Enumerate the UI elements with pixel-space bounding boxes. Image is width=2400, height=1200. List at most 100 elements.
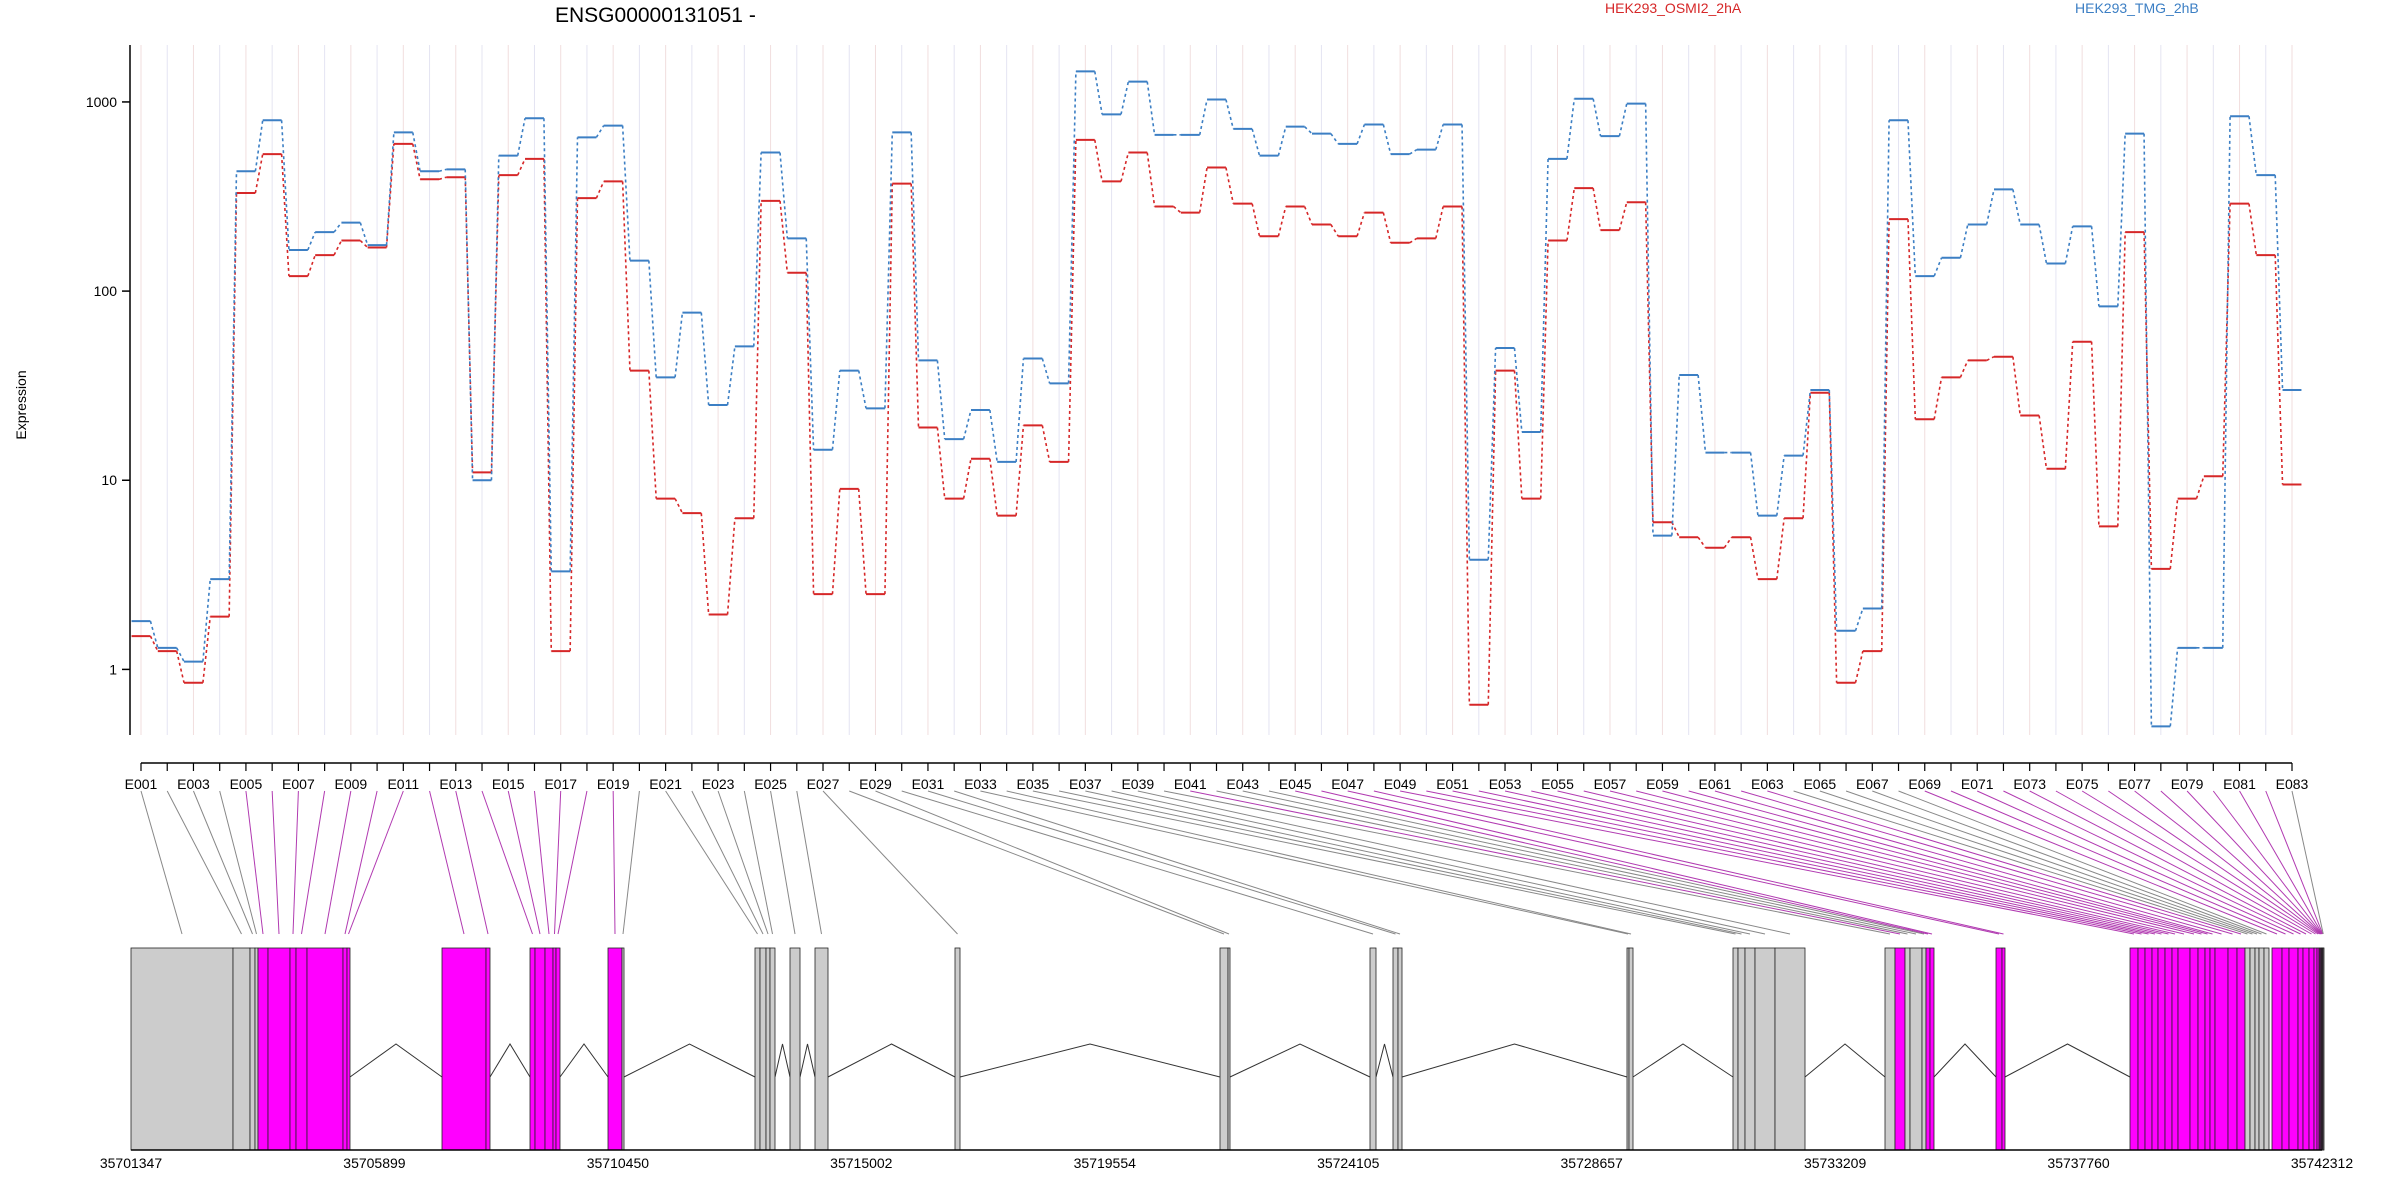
exon-block bbox=[754, 947, 761, 1151]
intron-link bbox=[1229, 1043, 1371, 1078]
exon-block bbox=[2236, 947, 2246, 1151]
series-connector bbox=[490, 175, 500, 473]
series-connector bbox=[1697, 374, 1707, 453]
x-tick-label: E079 bbox=[2171, 776, 2204, 792]
intron-link bbox=[489, 1043, 531, 1078]
series-connector bbox=[884, 183, 894, 595]
genomic-tick-label: 35705899 bbox=[343, 1155, 406, 1171]
series-connector bbox=[1382, 124, 1392, 155]
series-connector bbox=[726, 518, 736, 615]
exon-connector bbox=[665, 790, 758, 935]
exon-block bbox=[1909, 947, 1923, 1151]
exon-block bbox=[2281, 947, 2290, 1151]
genomic-tick-label: 35742312 bbox=[2291, 1155, 2354, 1171]
series-connector bbox=[726, 346, 736, 406]
x-tick-label: E073 bbox=[2013, 776, 2046, 792]
exon-connector bbox=[717, 790, 769, 935]
series-connector bbox=[1172, 205, 1182, 214]
x-tick-label: E027 bbox=[807, 776, 840, 792]
series-connector bbox=[1802, 389, 1812, 456]
series-connector bbox=[700, 312, 710, 406]
series-connector bbox=[1487, 370, 1497, 705]
exon-block bbox=[485, 947, 491, 1151]
series-connector bbox=[1304, 126, 1313, 135]
exon-connector bbox=[2055, 790, 2312, 935]
exon-connector bbox=[1111, 790, 1766, 935]
series-connector bbox=[1854, 650, 1864, 683]
exon-block bbox=[2164, 947, 2173, 1151]
genomic-tick-label: 35733209 bbox=[1804, 1155, 1867, 1171]
exon-block bbox=[1925, 947, 1931, 1151]
series-connector bbox=[1697, 536, 1707, 549]
exon-block bbox=[954, 947, 961, 1151]
series-connector bbox=[490, 155, 500, 481]
exon-connector bbox=[1636, 790, 2202, 935]
series-connector bbox=[2090, 341, 2100, 527]
intron-link bbox=[827, 1043, 956, 1078]
exon-connector bbox=[875, 790, 1230, 935]
exon-block bbox=[2258, 947, 2265, 1151]
series-connector bbox=[1487, 348, 1497, 560]
exon-connector bbox=[271, 790, 280, 935]
x-tick-label: E049 bbox=[1384, 776, 1417, 792]
exon-block bbox=[2177, 947, 2191, 1151]
series-connector bbox=[1854, 608, 1864, 632]
exon-connector bbox=[2265, 790, 2324, 935]
exon-connector bbox=[1898, 790, 2267, 935]
genomic-tick-label: 35701347 bbox=[100, 1155, 163, 1171]
exon-connector-lines bbox=[140, 790, 2324, 935]
series-connector bbox=[1067, 71, 1077, 384]
exon-block bbox=[1397, 947, 1403, 1151]
series-connector bbox=[1198, 99, 1208, 136]
exon-block bbox=[1369, 947, 1377, 1151]
exon-connector bbox=[1347, 790, 2000, 935]
series-connector bbox=[359, 239, 369, 249]
series-connector bbox=[1093, 139, 1103, 182]
series-connector bbox=[1093, 71, 1103, 115]
exon-block bbox=[769, 947, 776, 1151]
exon-connector bbox=[557, 790, 588, 935]
y-tick-label: 100 bbox=[94, 283, 118, 299]
series-connector bbox=[962, 458, 972, 499]
x-tick-label: E069 bbox=[1908, 776, 1941, 792]
intron-link bbox=[1401, 1043, 1628, 1078]
exon-connector bbox=[1216, 790, 1908, 935]
exon-connector bbox=[1977, 790, 2294, 935]
x-tick-label: E071 bbox=[1961, 776, 1994, 792]
exon-connector bbox=[2212, 790, 2323, 935]
exon-connector bbox=[533, 790, 550, 935]
series-connector bbox=[1880, 120, 1890, 609]
series-connector bbox=[2248, 116, 2258, 176]
series-connector bbox=[857, 370, 867, 409]
series-connector bbox=[1277, 126, 1287, 156]
series-connector bbox=[1592, 98, 1602, 137]
series-connector bbox=[1409, 237, 1418, 244]
exon-connector bbox=[796, 790, 822, 935]
exon-block bbox=[130, 947, 234, 1151]
exon-block bbox=[544, 947, 554, 1151]
series-connector bbox=[1566, 98, 1576, 159]
series-connector bbox=[1356, 212, 1366, 237]
exon-block bbox=[2137, 947, 2146, 1151]
y-axis: 1 10 100 1000 bbox=[86, 45, 131, 735]
series-connector bbox=[2038, 415, 2048, 469]
exon-connector bbox=[455, 790, 489, 935]
y-tick-label: 1000 bbox=[86, 94, 117, 110]
exon-connector bbox=[622, 790, 640, 935]
exon-block bbox=[2151, 947, 2159, 1151]
exon-connector bbox=[612, 790, 616, 935]
exon-block bbox=[346, 947, 351, 1151]
series-connector bbox=[621, 181, 631, 371]
exon-block bbox=[1774, 947, 1806, 1151]
exon-block bbox=[621, 947, 625, 1151]
series-connector bbox=[543, 118, 553, 572]
x-tick-label: E007 bbox=[282, 776, 315, 792]
exon-block bbox=[257, 947, 269, 1151]
series-connector bbox=[1435, 206, 1444, 239]
x-tick-label: E047 bbox=[1331, 776, 1364, 792]
series-connector bbox=[910, 132, 920, 361]
series-connector bbox=[831, 370, 841, 450]
series-connector bbox=[1041, 358, 1051, 384]
exon-block bbox=[295, 947, 308, 1151]
exon-connector bbox=[1583, 790, 2185, 935]
